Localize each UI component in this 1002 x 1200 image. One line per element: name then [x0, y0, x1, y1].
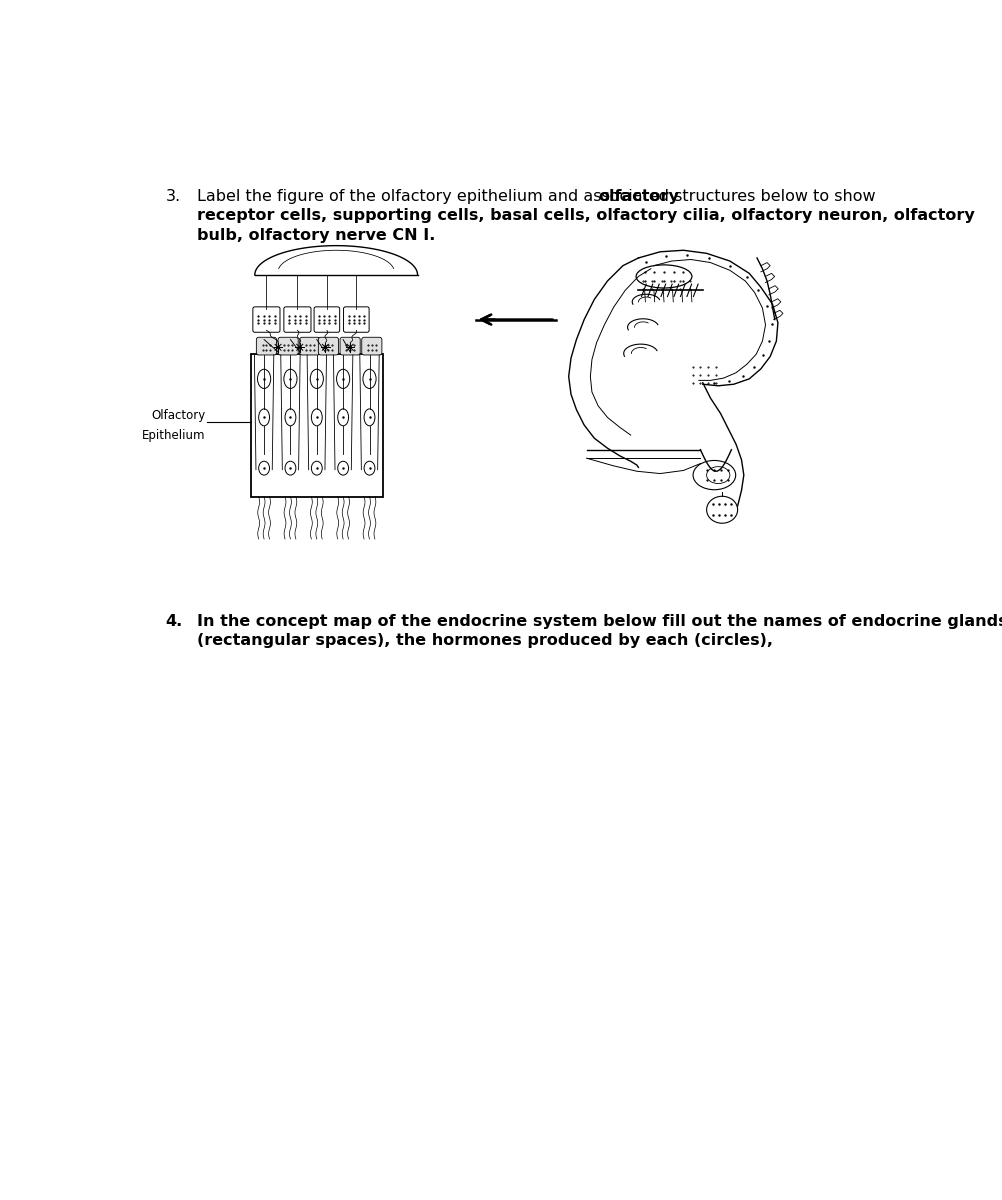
Ellipse shape	[338, 409, 349, 426]
Text: In the concept map of the endocrine system below fill out the names of endocrine: In the concept map of the endocrine syst…	[196, 613, 1002, 629]
Text: bulb, olfactory nerve CN I.: bulb, olfactory nerve CN I.	[196, 228, 435, 242]
FancyBboxPatch shape	[257, 337, 277, 355]
Ellipse shape	[259, 409, 270, 426]
FancyBboxPatch shape	[253, 307, 280, 332]
FancyBboxPatch shape	[344, 307, 369, 332]
Text: (rectangular spaces), the hormones produced by each (circles),: (rectangular spaces), the hormones produ…	[196, 634, 772, 648]
FancyBboxPatch shape	[314, 307, 340, 332]
Ellipse shape	[310, 370, 323, 389]
Ellipse shape	[635, 265, 691, 288]
Text: olfactory: olfactory	[597, 188, 678, 204]
Ellipse shape	[338, 461, 349, 475]
Text: Epithelium: Epithelium	[141, 428, 205, 442]
Bar	[250, 354, 383, 497]
Ellipse shape	[364, 461, 375, 475]
Ellipse shape	[311, 409, 322, 426]
Ellipse shape	[337, 370, 350, 389]
Text: 3.: 3.	[165, 188, 180, 204]
Text: Label the figure of the olfactory epithelium and associated structures below to : Label the figure of the olfactory epithe…	[196, 188, 880, 204]
Text: 4.: 4.	[165, 613, 182, 629]
FancyBboxPatch shape	[362, 337, 382, 355]
Ellipse shape	[285, 409, 296, 426]
FancyBboxPatch shape	[340, 337, 360, 355]
Ellipse shape	[364, 409, 375, 426]
FancyBboxPatch shape	[318, 337, 338, 355]
FancyBboxPatch shape	[284, 307, 311, 332]
Ellipse shape	[259, 461, 270, 475]
Ellipse shape	[311, 461, 322, 475]
FancyBboxPatch shape	[300, 337, 320, 355]
Ellipse shape	[284, 370, 297, 389]
Text: Olfactory: Olfactory	[150, 409, 205, 422]
FancyBboxPatch shape	[278, 337, 298, 355]
Ellipse shape	[258, 370, 271, 389]
Ellipse shape	[285, 461, 296, 475]
Ellipse shape	[363, 370, 376, 389]
Text: receptor cells, supporting cells, basal cells, olfactory cilia, olfactory neuron: receptor cells, supporting cells, basal …	[196, 209, 974, 223]
